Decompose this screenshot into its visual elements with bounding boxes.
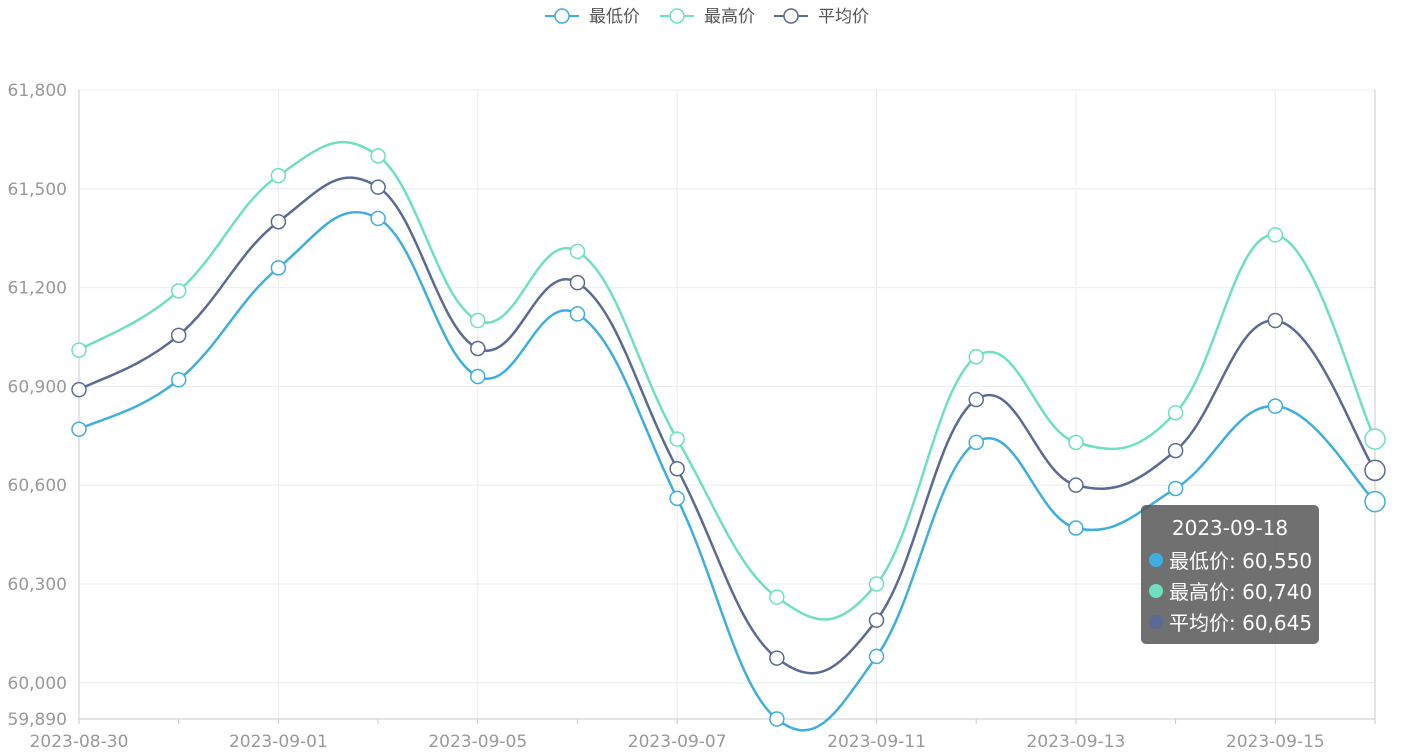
x-tick-label: 2023-09-05 [428,732,527,752]
data-point-avg [1167,442,1184,459]
tooltip-high-value: 最高价: 60,740 [1169,580,1313,604]
data-point-high [370,148,386,164]
data-point-high [769,589,785,605]
data-point-avg [769,650,785,666]
legend-marker-high [669,8,685,24]
x-tick-label: 2023-09-01 [229,732,328,752]
x-tick-label: 2023-09-15 [1226,732,1325,752]
legend-label-high: 最高价 [704,7,755,27]
y-tick-label: 60,900 [8,377,67,397]
tooltip: 2023-09-18 最低价: 60,550 最高价: 60,740 平均价: … [1141,505,1319,644]
tooltip-row-low: 最低价: 60,550 [1149,544,1319,575]
data-point-avg [1068,477,1084,493]
data-point-high [71,342,87,358]
data-point-avg [569,274,586,291]
x-tick-label: 2023-09-13 [1027,732,1126,752]
data-point-avg [170,327,187,344]
data-point-low [1167,480,1184,497]
data-point-high [170,283,187,299]
y-tick-label: 59,890 [8,710,67,730]
data-point-high [569,243,586,260]
tooltip-dot-avg [1149,614,1163,629]
legend-label-avg: 平均价 [818,7,869,27]
data-point-low [968,434,984,451]
x-tick-label: 2023-08-30 [30,732,129,752]
data-point-high [669,431,685,447]
x-tick-label: 2023-09-07 [628,732,727,752]
data-point-low [1364,490,1386,513]
y-tick-label: 60,600 [8,476,67,496]
series-line-low [78,211,1376,732]
data-point-low [769,711,785,727]
data-point-low [1267,398,1284,414]
data-point-avg [968,391,984,408]
data-point-low [868,648,885,665]
data-point-high [470,312,486,329]
data-point-low [470,368,486,385]
tooltip-title: 2023-09-18 [1171,516,1289,540]
data-point-avg [71,381,87,398]
y-tick-label: 60,300 [8,575,67,595]
data-point-high [1068,434,1084,451]
data-point-avg [868,612,885,628]
legend-label-low: 最低价 [589,7,640,27]
data-point-high [270,167,287,184]
data-point-avg [370,179,386,195]
tooltip-dot-low [1149,552,1163,567]
data-point-high [968,348,984,365]
legend-marker-avg [783,8,799,24]
data-point-high [868,576,885,592]
data-point-avg [1364,459,1386,482]
data-point-avg [270,213,287,230]
data-point-low [669,490,685,507]
data-point-high [1267,227,1284,243]
data-point-low [370,210,386,227]
y-tick-label: 61,800 [8,81,67,101]
legend-marker-low [554,8,570,24]
x-tick-label: 2023-09-11 [827,732,926,752]
data-point-avg [470,340,486,357]
tooltip-row-avg: 平均价: 60,645 [1149,606,1319,637]
tooltip-avg-value: 平均价: 60,645 [1169,611,1313,635]
data-point-low [170,372,187,388]
data-point-avg [1267,312,1284,329]
y-tick-label: 61,200 [8,279,67,299]
data-point-avg [669,460,685,477]
data-point-low [270,260,287,276]
data-point-low [71,421,87,437]
tooltip-dot-high [1149,583,1163,598]
data-point-high [1167,404,1184,421]
data-point-low [569,306,586,322]
y-tick-label: 61,500 [8,180,67,200]
y-tick-label: 60,000 [8,674,67,694]
tooltip-row-high: 最高价: 60,740 [1149,575,1319,606]
data-point-low [1068,520,1084,536]
data-point-high [1364,428,1386,450]
tooltip-low-value: 最低价: 60,550 [1169,549,1313,573]
